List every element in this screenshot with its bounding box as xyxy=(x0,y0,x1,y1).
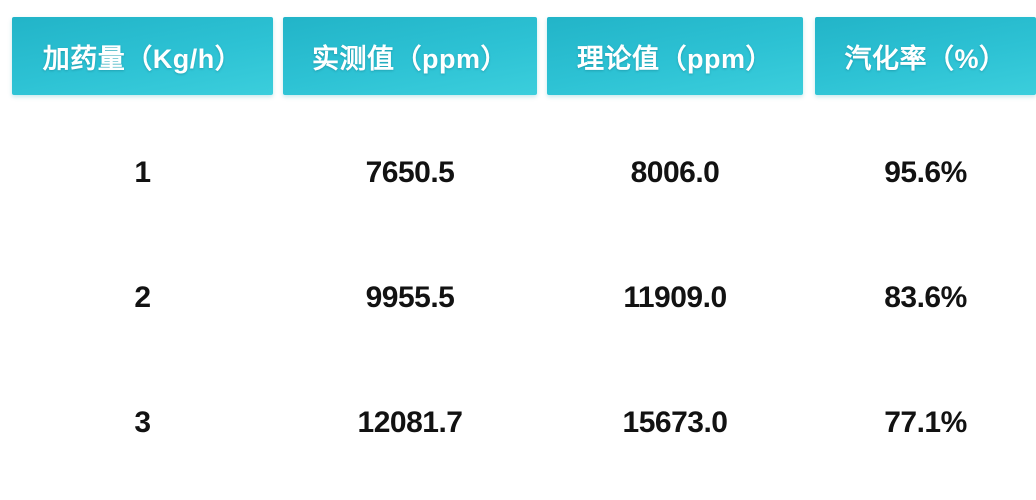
cell-measured: 7650.5 xyxy=(365,155,455,189)
header-cell-vaporization-rate: 汽化率（%） xyxy=(815,17,1036,95)
cell-theoretical: 8006.0 xyxy=(630,155,720,189)
cell-dosage: 1 xyxy=(134,155,151,189)
table-row: 2 9955.5 11909.0 83.6% xyxy=(0,235,1036,360)
cell-vaporization-rate: 95.6% xyxy=(884,155,967,189)
cell-measured: 12081.7 xyxy=(357,405,463,439)
cell-theoretical: 15673.0 xyxy=(622,405,728,439)
header-label-measured: 实测值（ppm） xyxy=(312,43,508,74)
table-row: 1 7650.5 8006.0 95.6% xyxy=(0,110,1036,235)
cell-dosage: 2 xyxy=(134,280,151,314)
header-cell-theoretical: 理论值（ppm） xyxy=(547,17,803,95)
cell-theoretical: 11909.0 xyxy=(623,280,727,314)
cell-dosage: 3 xyxy=(134,405,151,439)
header-cell-dosage: 加药量（Kg/h） xyxy=(12,17,273,95)
header-label-theoretical: 理论值（ppm） xyxy=(577,43,773,74)
table-body: 1 7650.5 8006.0 95.6% 2 9955.5 11909.0 8… xyxy=(0,110,1036,485)
cell-vaporization-rate: 77.1% xyxy=(884,405,967,439)
cell-vaporization-rate: 83.6% xyxy=(884,280,967,314)
header-label-vaporization-rate: 汽化率（%） xyxy=(844,43,1007,74)
cell-measured: 9955.5 xyxy=(365,280,455,314)
table-header-row: 加药量（Kg/h） 实测值（ppm） 理论值（ppm） 汽化率（%） xyxy=(0,0,1036,95)
header-label-dosage: 加药量（Kg/h） xyxy=(42,43,243,74)
header-cell-measured: 实测值（ppm） xyxy=(283,17,537,95)
table-row: 3 12081.7 15673.0 77.1% xyxy=(0,360,1036,485)
